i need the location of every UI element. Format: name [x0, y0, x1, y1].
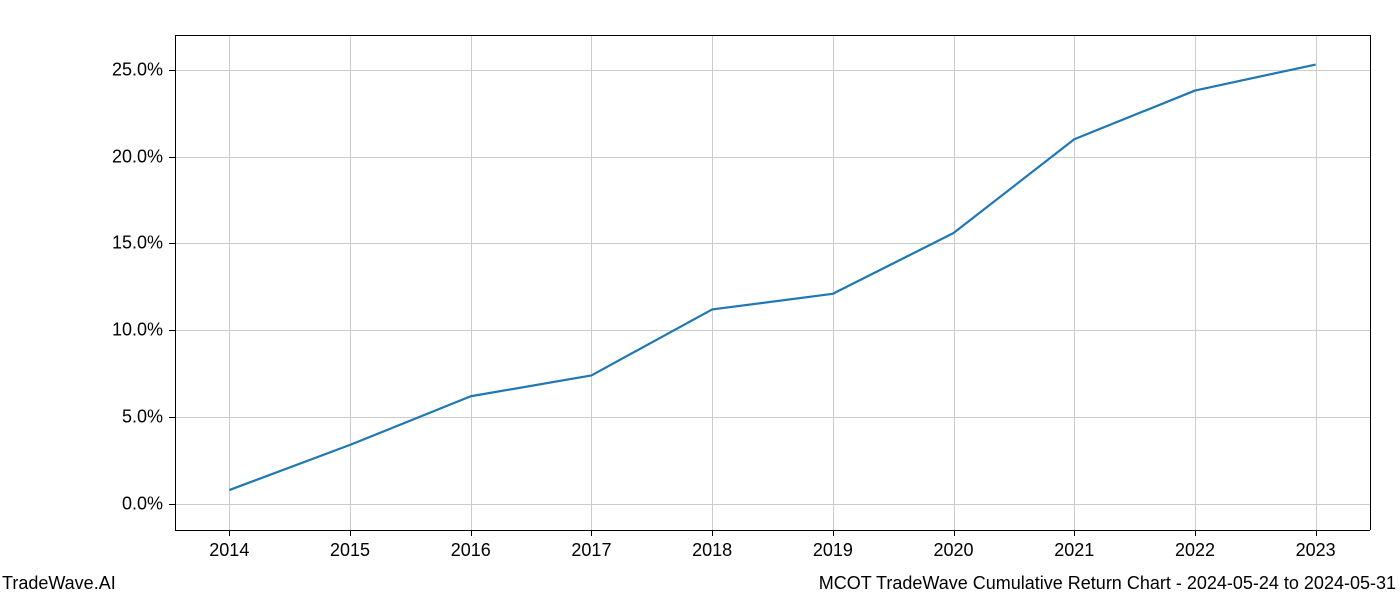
- y-tick-label: 20.0%: [112, 146, 163, 167]
- x-tick-label: 2020: [934, 540, 974, 561]
- footer-left-brand: TradeWave.AI: [2, 573, 116, 594]
- x-tick-label: 2015: [330, 540, 370, 561]
- x-tick-label: 2014: [209, 540, 249, 561]
- x-tick-label: 2017: [571, 540, 611, 561]
- footer-right-caption: MCOT TradeWave Cumulative Return Chart -…: [819, 573, 1396, 594]
- y-tick-label: 25.0%: [112, 59, 163, 80]
- y-tick-label: 0.0%: [122, 493, 163, 514]
- x-tick-label: 2021: [1054, 540, 1094, 561]
- y-tick-label: 5.0%: [122, 407, 163, 428]
- line-series: [175, 35, 1370, 530]
- y-tick-label: 10.0%: [112, 320, 163, 341]
- axis-spine-bottom: [175, 530, 1370, 531]
- x-tick-label: 2022: [1175, 540, 1215, 561]
- x-tick-label: 2019: [813, 540, 853, 561]
- axis-spine-right: [1370, 35, 1371, 530]
- plot-area: 2014201520162017201820192020202120222023: [175, 35, 1370, 530]
- x-tick-label: 2018: [692, 540, 732, 561]
- x-tick-label: 2023: [1296, 540, 1336, 561]
- chart-container: 2014 2015 2016 2017 2018 2019 2020 2021 2022 2023: [0, 0, 1400, 600]
- y-tick-label: 15.0%: [112, 233, 163, 254]
- x-tick-label: 2016: [451, 540, 491, 561]
